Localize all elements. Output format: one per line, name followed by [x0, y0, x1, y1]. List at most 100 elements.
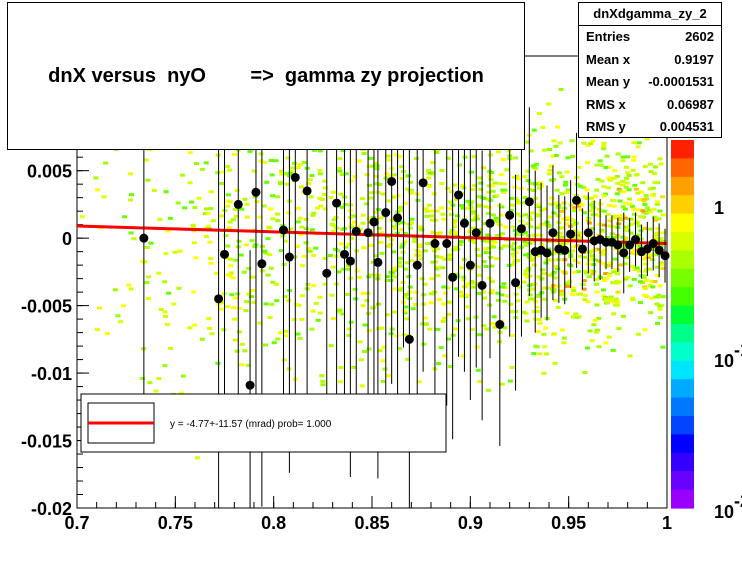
histogram-cell	[637, 198, 643, 202]
histogram-cell	[625, 155, 631, 159]
profile-point	[572, 195, 582, 205]
profile-point	[257, 259, 267, 269]
histogram-cell	[200, 167, 205, 171]
histogram-cell	[644, 137, 650, 141]
histogram-cell	[551, 211, 557, 215]
histogram-cell	[524, 275, 530, 279]
histogram-cell	[483, 205, 489, 209]
histogram-cell	[528, 225, 534, 229]
histogram-cell	[632, 183, 638, 187]
histogram-cell	[451, 221, 457, 225]
histogram-cell	[604, 154, 610, 158]
histogram-cell	[467, 230, 473, 234]
histogram-cell	[529, 287, 535, 291]
histogram-cell	[311, 253, 317, 257]
histogram-cell	[526, 266, 532, 270]
histogram-cell	[589, 254, 595, 258]
histogram-cell	[648, 311, 654, 315]
histogram-cell	[273, 159, 279, 163]
histogram-cell	[322, 207, 328, 211]
histogram-cell	[601, 147, 607, 151]
histogram-cell	[275, 212, 280, 216]
histogram-cell	[581, 211, 587, 215]
histogram-cell	[650, 186, 656, 190]
histogram-cell	[611, 312, 617, 316]
histogram-cell	[430, 231, 436, 234]
histogram-cell	[265, 237, 271, 241]
histogram-cell	[403, 293, 409, 296]
histogram-cell	[643, 211, 649, 215]
histogram-cell	[349, 236, 355, 240]
histogram-cell	[309, 228, 315, 232]
histogram-cell	[269, 302, 275, 306]
histogram-cell	[522, 175, 528, 179]
histogram-cell	[612, 257, 618, 261]
histogram-cell	[620, 235, 626, 239]
histogram-cell	[598, 202, 604, 206]
histogram-cell	[387, 174, 393, 178]
histogram-cell	[339, 242, 344, 246]
histogram-cell	[397, 256, 403, 260]
histogram-cell	[402, 201, 408, 205]
histogram-cell	[642, 285, 648, 289]
histogram-cell	[542, 207, 548, 211]
histogram-cell	[656, 293, 662, 297]
histogram-cell	[477, 228, 483, 232]
histogram-cell	[620, 179, 626, 183]
histogram-cell	[626, 174, 632, 177]
histogram-cell	[279, 169, 285, 173]
histogram-cell	[615, 152, 621, 156]
histogram-cell	[584, 197, 590, 200]
histogram-cell	[165, 229, 171, 233]
histogram-cell	[661, 231, 667, 235]
histogram-cell	[443, 291, 448, 295]
histogram-cell	[658, 316, 663, 320]
histogram-cell	[640, 209, 646, 213]
histogram-cell	[539, 276, 545, 280]
histogram-cell	[362, 350, 367, 353]
histogram-cell	[652, 215, 658, 219]
profile-point	[631, 234, 641, 244]
histogram-cell	[637, 224, 643, 228]
stats-label: RMS x	[586, 96, 626, 112]
histogram-cell	[536, 318, 542, 322]
histogram-cell	[647, 210, 653, 214]
histogram-cell	[346, 242, 352, 246]
histogram-cell	[385, 154, 391, 158]
histogram-cell	[555, 205, 561, 209]
profile-point	[442, 239, 452, 249]
histogram-cell	[393, 266, 399, 270]
histogram-cell	[392, 287, 398, 291]
histogram-cell	[660, 295, 666, 299]
histogram-cell	[359, 384, 365, 388]
histogram-cell	[526, 234, 532, 238]
histogram-cell	[476, 291, 482, 295]
stats-value: 2602	[685, 29, 714, 44]
palette-segment	[671, 232, 694, 251]
histogram-cell	[404, 261, 410, 265]
histogram-cell	[636, 141, 642, 145]
histogram-cell	[553, 299, 558, 302]
histogram-cell	[581, 141, 587, 145]
histogram-cell	[435, 327, 441, 331]
histogram-cell	[601, 194, 607, 198]
histogram-cell	[346, 333, 352, 337]
histogram-cell	[591, 263, 597, 267]
histogram-cell	[435, 265, 441, 269]
histogram-cell	[263, 302, 269, 306]
histogram-cell	[586, 250, 592, 254]
histogram-cell	[512, 185, 518, 189]
histogram-cell	[553, 144, 559, 148]
histogram-cell	[233, 258, 239, 262]
histogram-cell	[409, 217, 415, 221]
histogram-cell	[244, 202, 250, 206]
histogram-cell	[202, 212, 208, 216]
histogram-cell	[624, 256, 630, 260]
histogram-cell	[321, 193, 327, 196]
histogram-cell	[626, 188, 632, 192]
profile-point	[363, 228, 373, 238]
histogram-cell	[407, 180, 413, 184]
histogram-cell	[615, 214, 621, 218]
histogram-cell	[521, 201, 527, 205]
profile-point	[387, 176, 397, 186]
